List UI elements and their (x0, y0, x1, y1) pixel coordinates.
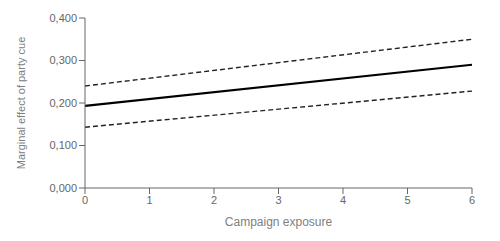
svg-text:4: 4 (340, 194, 346, 206)
svg-text:0,100: 0,100 (49, 139, 77, 151)
svg-text:0: 0 (82, 194, 88, 206)
svg-text:3: 3 (275, 194, 281, 206)
svg-text:1: 1 (146, 194, 152, 206)
svg-text:Marginal effect of party cue: Marginal effect of party cue (15, 37, 27, 169)
svg-text:Campaign exposure: Campaign exposure (225, 215, 333, 229)
svg-text:0,400: 0,400 (49, 12, 77, 24)
svg-text:0,000: 0,000 (49, 182, 77, 194)
svg-text:0,300: 0,300 (49, 54, 77, 66)
svg-text:2: 2 (211, 194, 217, 206)
svg-text:0,200: 0,200 (49, 97, 77, 109)
svg-text:5: 5 (404, 194, 410, 206)
svg-text:6: 6 (469, 194, 475, 206)
